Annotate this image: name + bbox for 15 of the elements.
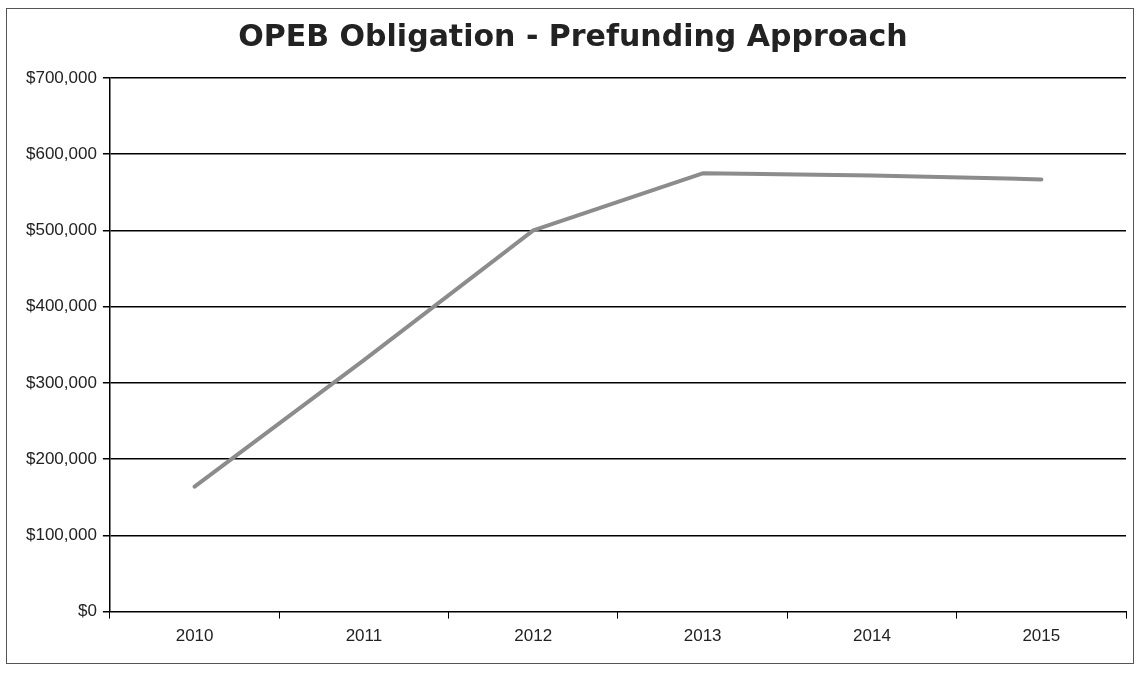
x-tick-label: 2010 bbox=[175, 626, 214, 646]
y-tick-label: $700,000 bbox=[26, 67, 97, 87]
x-tick-label: 2012 bbox=[514, 626, 553, 646]
y-tick-label: $100,000 bbox=[26, 525, 97, 545]
x-tick-label: 2011 bbox=[345, 626, 383, 646]
x-tick-label: 2013 bbox=[683, 626, 722, 646]
x-tick-label: 2014 bbox=[853, 626, 891, 646]
y-tick-label: $200,000 bbox=[26, 448, 97, 468]
y-tick-label: $600,000 bbox=[26, 143, 97, 163]
y-tick-label: $500,000 bbox=[26, 220, 97, 240]
y-tick-label: $300,000 bbox=[26, 372, 97, 392]
x-tick-label: 2015 bbox=[1022, 626, 1061, 646]
chart-title: OPEB Obligation - Prefunding Approach bbox=[238, 17, 908, 53]
y-tick-label: $400,000 bbox=[26, 296, 97, 316]
y-tick-label: $0 bbox=[77, 601, 97, 621]
